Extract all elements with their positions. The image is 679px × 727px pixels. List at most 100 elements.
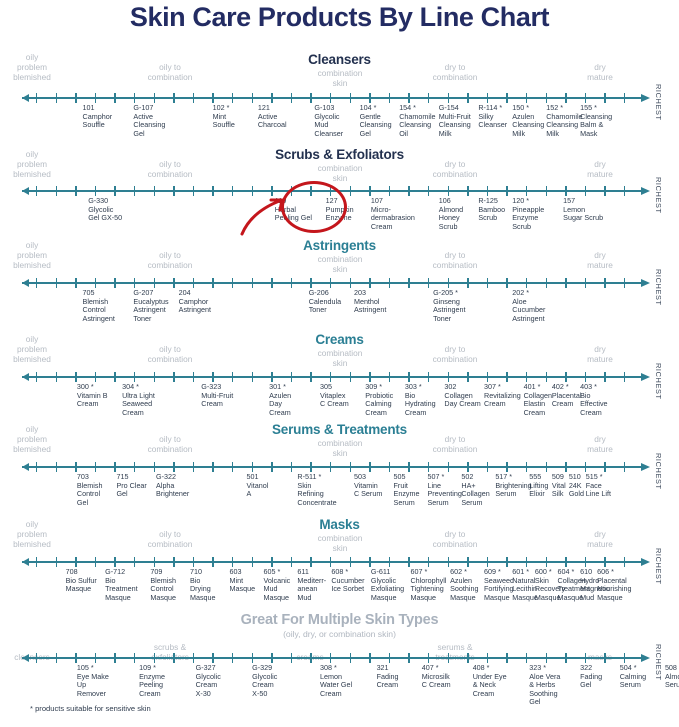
product-label[interactable]: 204 Camphor Astringent [178,288,212,315]
product-label[interactable]: G-154 Multi-Fruit Cleansing Milk [438,103,471,138]
product-label[interactable]: 504 * Calming Serum [619,663,647,690]
product-label[interactable]: G-329 Glycolic Cream X-50 [252,663,278,698]
product-label[interactable]: 703 Blemish Control Gel [76,472,103,507]
section-subtitle: (oily, dry, or combination skin) [283,629,396,639]
axis-tick [173,186,175,196]
product-label[interactable]: G-103 Glycolic Mud Cleanser [314,103,344,138]
product-label[interactable]: G-327 Glycolic Cream X-30 [195,663,221,698]
product-label[interactable]: 101 Camphor Souffle [82,103,113,130]
product-label[interactable]: 602 * Azulen Soothing Masque [450,567,479,602]
product-label[interactable]: 508 Almond Serum [664,663,679,690]
product-label[interactable]: 308 * Lemon Water Gel Cream [320,663,353,698]
product-label[interactable]: 106 Almond Honey Scrub [438,196,464,231]
product-label[interactable]: 401 * Collagen Elastin Cream [523,382,552,417]
axis-tick [212,186,214,196]
product-label[interactable]: 152 * Chamomile Cleansing Milk [546,103,583,138]
product-label[interactable]: 555 Lifting Elixir [529,472,549,499]
product-label[interactable]: 154 * Chamomile Cleansing Oil [399,103,436,138]
product-label[interactable]: 606 * Placental Nourishing Masque [597,567,632,602]
product-label[interactable]: 604 * Collagen Treatment Masque [557,567,591,602]
product-label[interactable]: 502 HA+ Collagen Serum [461,472,490,507]
product-label[interactable]: R-125 Bamboo Scrub [478,196,506,223]
axis-tick [467,557,469,567]
product-label[interactable]: 104 * Gentle Cleansing Gel [359,103,392,138]
axis-tick [565,186,567,196]
product-label[interactable]: 121 Active Charcoal [257,103,287,130]
product-label[interactable]: 307 * Revitalizing Cream [484,382,521,409]
axis-tick [428,93,430,103]
product-label[interactable]: 609 * Seaweed Fortifying Masque [484,567,514,602]
product-label[interactable]: G-207 Eucalyptus Astringent Toner [133,288,169,323]
product-label[interactable]: 517 * Brightening Serum [495,472,532,499]
product-label[interactable]: 300 * Vitamin B Cream [76,382,108,409]
axis-tick [212,462,214,472]
product-label[interactable]: G-323 Multi-Fruit Cream [201,382,234,409]
product-label[interactable]: 322 Fading Gel [580,663,603,690]
product-label[interactable]: 105 * Eye Make Up Remover [76,663,109,698]
product-label[interactable]: 109 * Enzyme Peeling Cream [139,663,166,698]
axis-tick [408,186,410,196]
product-label[interactable]: 102 * Mint Souffle [212,103,235,130]
axis-tick [526,653,528,663]
product-label[interactable]: 150 * Azulen Cleansing Milk [512,103,545,138]
product-label[interactable]: 708 Bio Sulfur Masque [65,567,97,594]
product-label[interactable]: 309 * Probiotic Calming Cream [365,382,394,417]
axis-tick [114,462,116,472]
axis-tick [545,186,547,196]
axis-tick [114,278,116,288]
product-label[interactable]: 305 Vitaplex C Cream [320,382,349,409]
product-label[interactable]: 501 Vitanol A [246,472,269,499]
product-label[interactable]: 407 * Microsilk C Cream [421,663,451,690]
product-label[interactable]: 157 Lemon Sugar Scrub [563,196,604,223]
product-label[interactable]: 302 Collagen Day Cream [444,382,481,409]
product-label[interactable]: 515 * Face Line Lift [585,472,611,499]
product-label[interactable]: 705 Blemish Control Astringent [82,288,115,323]
product-label[interactable]: 509 Vital Silk [551,472,566,499]
product-label[interactable]: 710 Bio Drying Masque [189,567,216,602]
axis-tick [232,186,234,196]
product-label[interactable]: G-712 Bio Treatment Masque [105,567,138,602]
axis-tick [565,462,567,472]
product-label[interactable]: 608 * Cucumber Ice Sorbet [331,567,365,594]
product-label[interactable]: 408 * Under Eye & Neck Cream [472,663,507,698]
product-label[interactable]: 303 * Bio Hydrating Cream [404,382,436,417]
product-label[interactable]: G-330 Glycolic Gel GX-50 [88,196,123,223]
product-label[interactable]: 611 Mediterr- anean Mud [297,567,327,602]
product-label[interactable]: 610 Hydro Magnetic Mud [580,567,610,602]
axis-tick [290,372,293,382]
product-label[interactable]: 321 Fading Cream [376,663,399,690]
product-label[interactable]: 304 * Ultra Light Seaweed Cream [122,382,155,417]
product-label[interactable]: 107 Micro- dermabrasion Cream [370,196,415,231]
product-label[interactable]: 510 24K Gold [568,472,584,499]
product-label[interactable]: 605 * Volcanic Mud Masque [263,567,291,602]
product-label[interactable]: 203 Menthol Astringent [353,288,387,315]
product-label[interactable]: 603 Mint Masque [229,567,256,594]
product-label[interactable]: R-511 * Skin Refining Concentrate [297,472,337,507]
product-label[interactable]: G-205 * Ginseng Astringent Toner [433,288,466,323]
product-label[interactable]: G-206 Calendula Toner [308,288,342,315]
product-label[interactable]: 601 * Natural Lecithin Masque [512,567,538,602]
product-label[interactable]: G-611 Glycolic Exfoliating Masque [370,567,405,602]
product-label[interactable]: G-107 Active Cleansing Gel [133,103,166,138]
product-label[interactable]: 402 * Placental Cream [551,382,582,409]
product-label[interactable]: 120 * Pineapple Enzyme Scrub [512,196,545,231]
product-label[interactable]: 709 Blemish Control Masque [150,567,176,602]
product-label[interactable]: 323 * Aloe Vera & Herbs Soothing Gel [529,663,561,707]
product-label[interactable]: 301 * Azulen Day Cream [269,382,292,417]
product-label[interactable]: 505 Fruit Enzyme Serum [393,472,420,507]
axis-tick [114,557,116,567]
axis-tick [134,372,136,382]
product-label[interactable]: G-322 Alpha Brightener [156,472,190,499]
product-label[interactable]: 503 Vitamin C Serum [353,472,383,499]
product-label[interactable]: 600 * Skin Recovery Masque [534,567,566,602]
product-label[interactable]: 403 * Bio Effective Cream [580,382,608,417]
product-label[interactable]: R-114 * Silky Cleanser [478,103,508,130]
product-label[interactable]: 155 * Cleansing Balm & Mask [580,103,613,138]
axis-tick [349,93,351,103]
product-label[interactable]: 507 * Line Preventing Serum [427,472,462,507]
axis-tick [467,93,469,103]
axis-tick [545,557,547,567]
product-label[interactable]: 715 Pro Clear Gel [116,472,147,499]
product-label[interactable]: 607 * Chlorophyll Tightening Masque [410,567,447,602]
product-label[interactable]: 202 * Aloe Cucumber Astringent [512,288,546,323]
